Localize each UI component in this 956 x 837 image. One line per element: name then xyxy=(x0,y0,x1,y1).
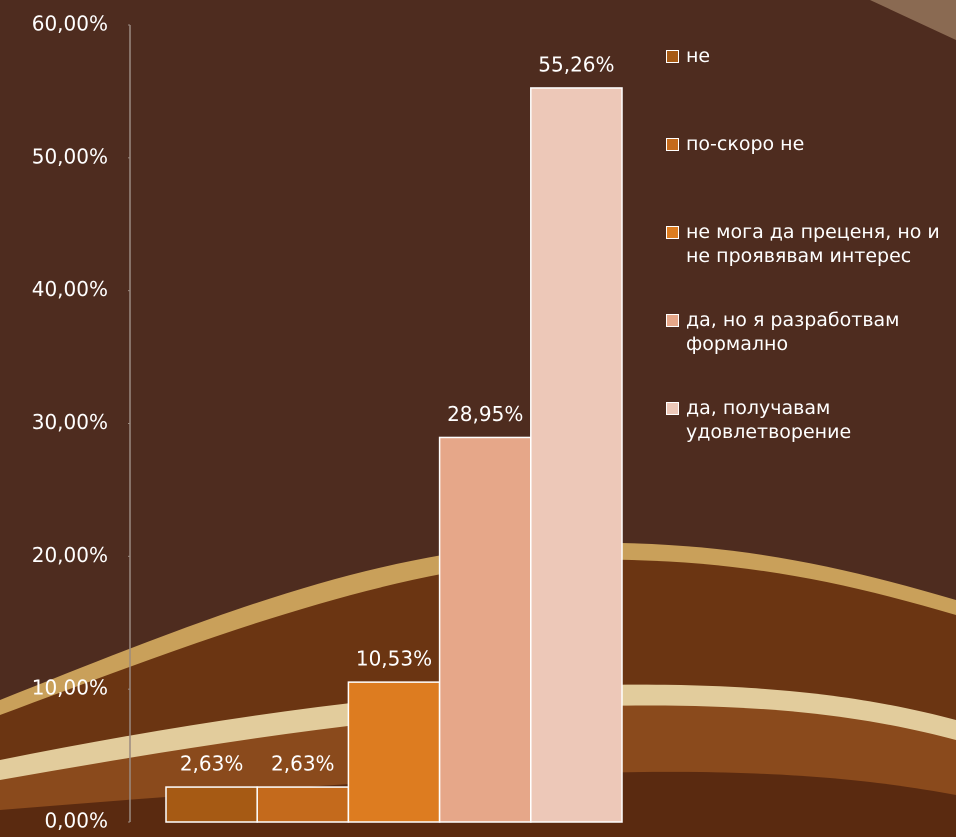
legend-label: не xyxy=(686,45,711,67)
bar xyxy=(438,436,532,823)
y-tick-label: 60,00% xyxy=(32,12,108,36)
legend-label: да, но я разработвам формално xyxy=(686,309,900,355)
y-tick-label: 50,00% xyxy=(32,144,108,168)
y-tick-label: 0,00% xyxy=(44,809,108,833)
legend-label: по-скоро не xyxy=(686,133,805,155)
legend-label: не мога да преценя, но и не проявявам ин… xyxy=(686,221,940,267)
y-tick-label: 20,00% xyxy=(32,543,108,567)
bar xyxy=(256,786,350,823)
legend-item: не мога да преценя, но и не проявявам ин… xyxy=(664,220,956,268)
y-tick-label: 10,00% xyxy=(32,676,108,700)
legend-swatch xyxy=(666,138,679,151)
legend-swatch xyxy=(666,402,679,415)
legend-swatch xyxy=(666,50,679,63)
data-label: 10,53% xyxy=(356,647,432,671)
legend-item: да, получавам удовлетворение xyxy=(664,396,956,444)
bar xyxy=(165,786,258,823)
legend-label: да, получавам удовлетворение xyxy=(686,397,852,443)
bar xyxy=(347,681,441,823)
data-label: 2,63% xyxy=(180,752,244,776)
legend-item: по-скоро не xyxy=(664,132,804,156)
legend-swatch xyxy=(666,314,679,327)
y-tick-label: 30,00% xyxy=(32,410,108,434)
y-tick-label: 40,00% xyxy=(32,277,108,301)
data-label: 55,26% xyxy=(538,52,614,76)
data-label: 28,95% xyxy=(447,402,523,426)
legend-item: да, но я разработвам формално xyxy=(664,308,956,356)
bar xyxy=(530,87,623,823)
legend-item: не xyxy=(664,44,710,68)
legend-swatch xyxy=(666,226,679,239)
data-label: 2,63% xyxy=(271,752,335,776)
